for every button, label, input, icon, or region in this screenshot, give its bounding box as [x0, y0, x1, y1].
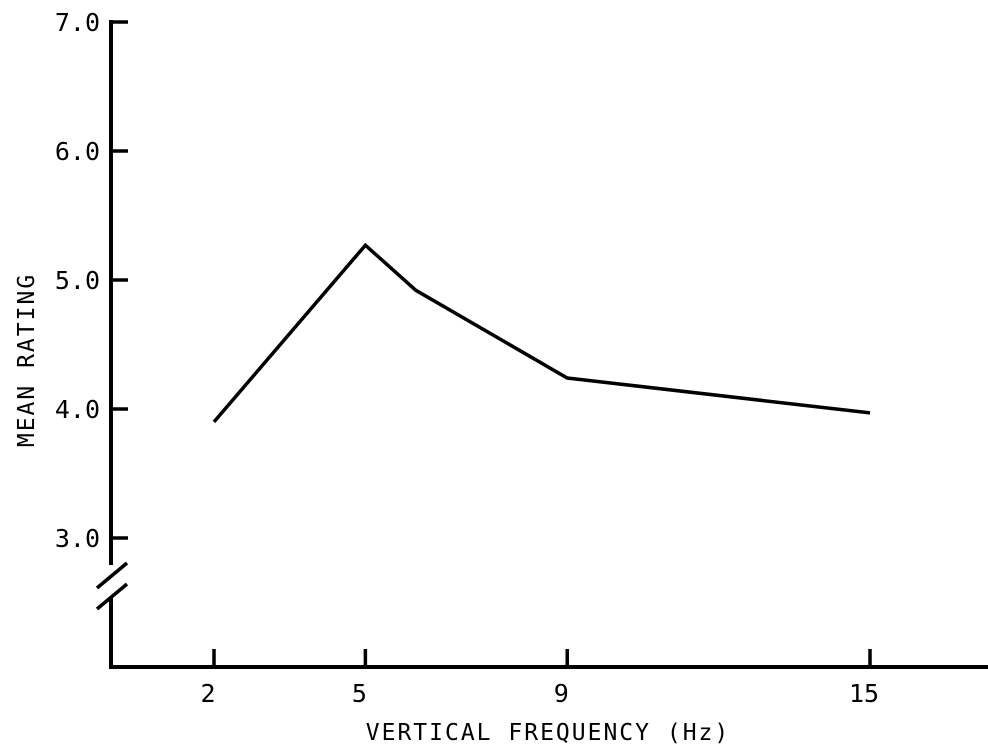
x-tick-label: 9: [554, 679, 569, 708]
x-tick-label: 2: [200, 679, 215, 708]
axes: [95, 20, 988, 669]
y-tick-label: 4.0: [55, 395, 100, 424]
y-tick-label: 6.0: [55, 137, 100, 166]
x-tick-label: 15: [849, 679, 879, 708]
y-tick-label: 3.0: [55, 524, 100, 553]
x-ticks: 2 5 9 15: [200, 649, 879, 708]
x-tick-label: 5: [352, 679, 367, 708]
axis-break-mark: [95, 561, 129, 590]
axis-break-mark: [95, 582, 129, 611]
series-layer: [212, 242, 871, 424]
series-line: [212, 242, 871, 424]
y-ticks: 3.0 4.0 5.0 6.0 7.0: [55, 8, 128, 553]
x-axis-title: VERTICAL FREQUENCY (Hz): [366, 720, 731, 746]
y-tick-label: 7.0: [55, 8, 100, 37]
y-axis-title: MEAN RATING: [14, 273, 40, 447]
y-tick-label: 5.0: [55, 266, 100, 295]
